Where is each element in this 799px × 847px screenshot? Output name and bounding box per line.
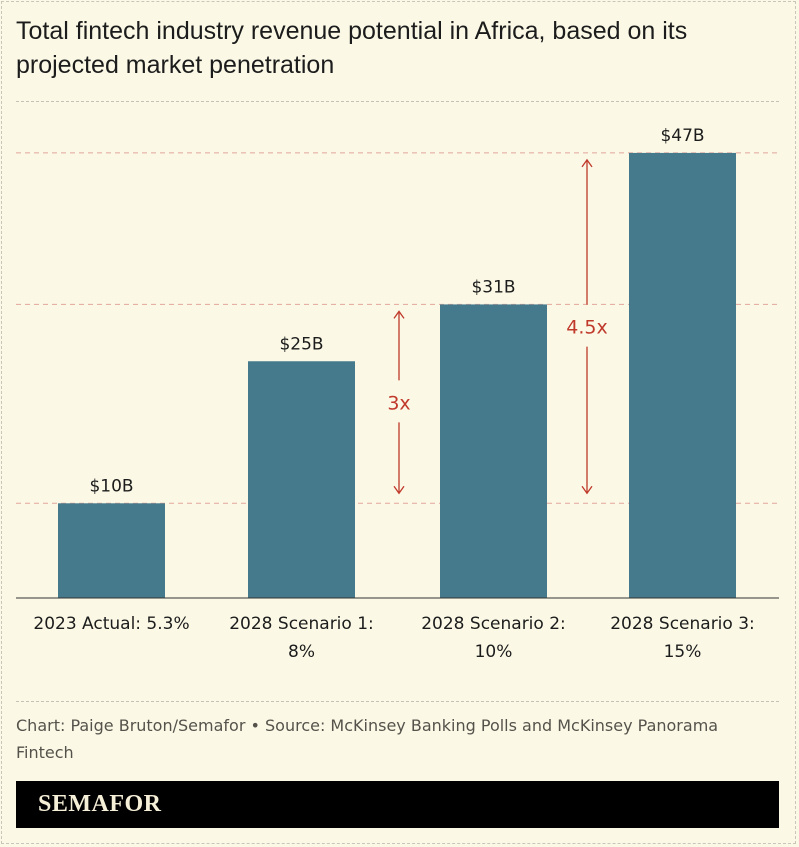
data-label: $31B — [471, 277, 515, 297]
chart-title: Total fintech industry revenue potential… — [16, 17, 688, 79]
bar — [629, 152, 736, 598]
arrow-head-down-icon — [581, 485, 593, 495]
data-label: $10B — [89, 476, 133, 496]
bar — [58, 503, 165, 598]
category-label: 2023 Actual: 5.3% — [33, 614, 189, 634]
category-label: 2028 Scenario 1: — [229, 614, 374, 634]
category-label: 2028 Scenario 3: — [610, 614, 755, 634]
arrow-head-down-icon — [393, 485, 405, 495]
divider-bottom — [16, 701, 779, 702]
annotation-label: 3x — [387, 392, 410, 414]
arrow-head-up-icon — [393, 310, 405, 319]
source-credit: Chart: Paige Bruton/Semafor • Source: Mc… — [16, 716, 719, 762]
bar — [440, 304, 547, 598]
category-label: 15% — [664, 642, 702, 662]
brand-bar: SEMAFOR — [16, 781, 779, 828]
category-label: 10% — [475, 642, 513, 662]
bar-chart: $10B 2023 Actual: 5.3% $25B 2028 Scenario 1… — [16, 126, 779, 662]
bar — [248, 361, 355, 598]
data-label: $25B — [279, 334, 323, 354]
arrow-head-up-icon — [581, 158, 593, 168]
semafor-logo: SEMAFOR — [38, 791, 162, 817]
annotation-label: 4.5x — [566, 317, 607, 339]
category-label: 2028 Scenario 2: — [421, 614, 566, 634]
divider-top — [16, 101, 779, 102]
data-label: $47B — [660, 126, 704, 146]
category-label: 8% — [288, 642, 315, 662]
